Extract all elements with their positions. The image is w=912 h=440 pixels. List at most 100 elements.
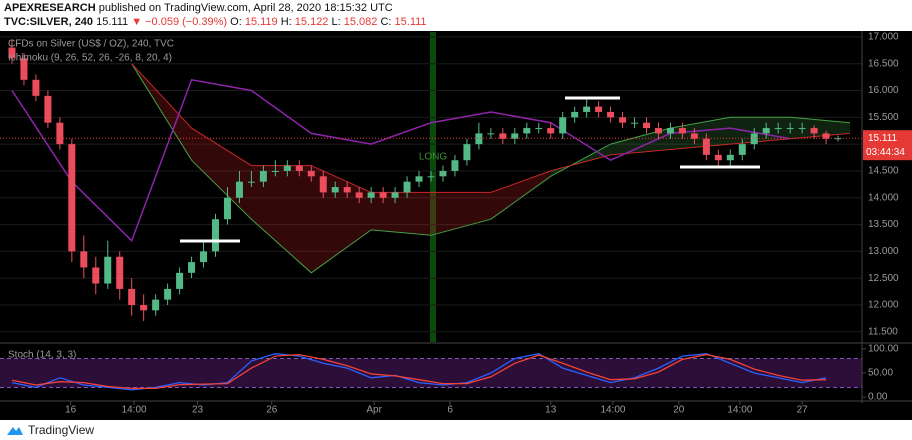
publisher: APEXRESEARCH [4, 2, 96, 14]
candle-body [631, 122, 639, 124]
footer: TradingView [6, 423, 94, 437]
cloud-line [131, 63, 851, 274]
candle-body [403, 181, 411, 193]
ohlc-value: 15.122 [294, 16, 329, 28]
brand: TradingView [28, 423, 95, 437]
candle-body [92, 267, 100, 284]
candle-body [499, 133, 507, 139]
y-tick-label: 13.500 [868, 219, 899, 230]
candle-body [343, 187, 351, 193]
ohlc-label: H: [280, 16, 292, 28]
cloud-fill [431, 192, 491, 236]
y-tick-label: 12.500 [868, 273, 899, 284]
stoch-title: Stoch (14, 3, 3) [8, 350, 76, 361]
candle-body [475, 133, 483, 145]
x-tick-label: 6 [447, 405, 453, 416]
price-pane: 11.500 12.000 12.500 13.000 13.500 14.000 14.5… [0, 32, 912, 337]
candle-body [702, 138, 710, 155]
x-tick-label: 13 [545, 405, 557, 416]
candle-body [427, 176, 435, 178]
candle-body [559, 117, 567, 134]
x-tick-label: Apr [366, 405, 382, 416]
candle-body [32, 79, 40, 96]
legend-title: CFDs on Silver (US$ / OZ), 240, TVC [8, 39, 174, 50]
x-tick-label: 26 [266, 405, 278, 416]
x-tick-label: 14:00 [600, 405, 625, 416]
candle-body [822, 133, 830, 139]
candle-body [595, 106, 603, 112]
candle-body [367, 192, 375, 198]
candle-body [750, 133, 758, 145]
candle-body [643, 122, 650, 129]
symbol-line: TVC:SILVER, 240 15.111 ▼ −0.059 (−0.39%)… [4, 15, 427, 29]
candle-body [678, 128, 686, 134]
candle-body [714, 154, 722, 161]
y-tick-label: 100.00 [868, 343, 899, 354]
candle-body [271, 170, 279, 172]
x-tick-label: 27 [797, 405, 809, 416]
candle-body [690, 133, 698, 139]
ohlc-label: O: [230, 16, 242, 28]
x-tick-label: 14:00 [122, 405, 147, 416]
price-box [863, 130, 912, 161]
cloud-fill [490, 170, 551, 220]
y-tick-label: 17.000 [868, 32, 899, 43]
candle-body [355, 192, 363, 198]
candle-body [810, 128, 818, 134]
candle-body [523, 128, 531, 134]
legend-indicator: Ichimoku (9, 26, 52, 26, -26, 8, 20, 4) [8, 53, 172, 64]
candle-body [379, 192, 387, 198]
candle-body [391, 192, 399, 198]
y-tick-label: 12.000 [868, 300, 899, 311]
chart: 11.500 12.000 12.500 13.000 13.500 14.000 14.5… [0, 31, 912, 420]
x-tick-label: 23 [192, 405, 204, 416]
candle-body [834, 138, 842, 140]
publish-line: APEXRESEARCH published on TradingView.co… [4, 1, 427, 15]
candle-body [8, 47, 16, 59]
candle-body [451, 160, 459, 171]
candle-body [283, 165, 291, 171]
y-tick-label: 14.000 [868, 192, 899, 203]
y-tick-label: 16.000 [868, 85, 899, 96]
candle-body [798, 128, 806, 130]
candle-body [762, 128, 770, 134]
candle-body [415, 176, 423, 182]
candle-body [188, 262, 196, 273]
cloud-fill [730, 117, 791, 145]
y-tick-label: 13.000 [868, 246, 899, 257]
candle-body [56, 122, 64, 145]
y-tick-label: 11.500 [868, 326, 898, 337]
band-fill [0, 358, 862, 388]
ohlc-label: C: [380, 16, 392, 28]
candle-body [116, 256, 124, 289]
candle-body [774, 128, 782, 130]
candle-body [20, 58, 28, 80]
candle-body [140, 305, 148, 311]
candle-body [200, 251, 208, 263]
stoch-pane: 0.00 50.00 100.00 16 14:00 23 26 Apr 6 13 14:00 20 1… [0, 343, 899, 416]
stoch-line [11, 353, 827, 390]
cloud-fill [371, 192, 431, 236]
signal-band [430, 32, 436, 342]
symbol: TVC:SILVER, 240 [4, 16, 94, 28]
cloud-fill [251, 165, 312, 273]
candle-body [212, 219, 219, 252]
candle-body [104, 256, 112, 284]
cloud-line [131, 63, 851, 193]
candle-body [535, 128, 543, 130]
y-tick-label: 16.500 [868, 58, 899, 69]
candle-body [607, 111, 615, 118]
candle-body [235, 181, 243, 198]
candle-body [80, 251, 88, 268]
cloud-fill [610, 128, 671, 155]
countdown: 03:44:34 [866, 147, 905, 158]
ohlc-value: 15.111 [394, 16, 427, 28]
cloud-fill [670, 117, 731, 150]
ohlc-label: L: [331, 16, 341, 28]
y-tick-label: 0.00 [868, 392, 888, 403]
candle-body [152, 299, 160, 311]
candle-body [571, 111, 579, 118]
candle-body [583, 106, 591, 112]
candle-body [164, 288, 172, 300]
